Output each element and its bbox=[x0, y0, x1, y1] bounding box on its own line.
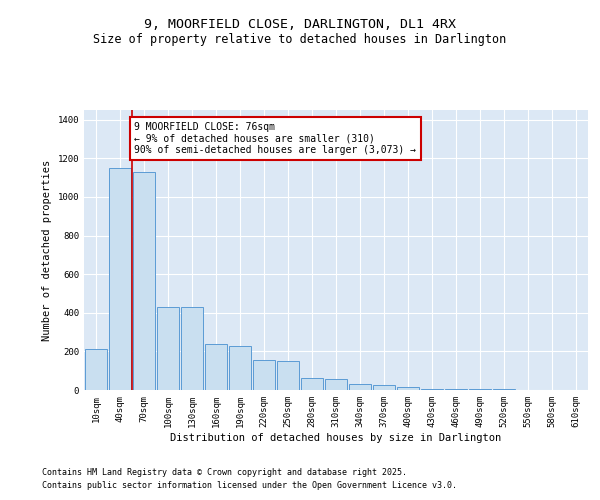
Bar bbox=[421, 388, 443, 390]
Text: 9, MOORFIELD CLOSE, DARLINGTON, DL1 4RX: 9, MOORFIELD CLOSE, DARLINGTON, DL1 4RX bbox=[144, 18, 456, 30]
Bar bbox=[109, 168, 131, 390]
Bar bbox=[229, 346, 251, 390]
Bar bbox=[493, 389, 515, 390]
X-axis label: Distribution of detached houses by size in Darlington: Distribution of detached houses by size … bbox=[170, 432, 502, 442]
Bar bbox=[445, 389, 467, 390]
Bar bbox=[277, 361, 299, 390]
Bar bbox=[205, 344, 227, 390]
Y-axis label: Number of detached properties: Number of detached properties bbox=[42, 160, 52, 340]
Text: Contains HM Land Registry data © Crown copyright and database right 2025.: Contains HM Land Registry data © Crown c… bbox=[42, 468, 407, 477]
Bar bbox=[181, 307, 203, 390]
Bar bbox=[253, 360, 275, 390]
Text: Contains public sector information licensed under the Open Government Licence v3: Contains public sector information licen… bbox=[42, 482, 457, 490]
Text: Size of property relative to detached houses in Darlington: Size of property relative to detached ho… bbox=[94, 32, 506, 46]
Bar bbox=[157, 307, 179, 390]
Bar bbox=[301, 378, 323, 390]
Text: 9 MOORFIELD CLOSE: 76sqm
← 9% of detached houses are smaller (310)
90% of semi-d: 9 MOORFIELD CLOSE: 76sqm ← 9% of detache… bbox=[134, 122, 416, 155]
Bar bbox=[373, 385, 395, 390]
Bar bbox=[133, 172, 155, 390]
Bar bbox=[325, 380, 347, 390]
Bar bbox=[85, 350, 107, 390]
Bar bbox=[397, 387, 419, 390]
Bar bbox=[349, 384, 371, 390]
